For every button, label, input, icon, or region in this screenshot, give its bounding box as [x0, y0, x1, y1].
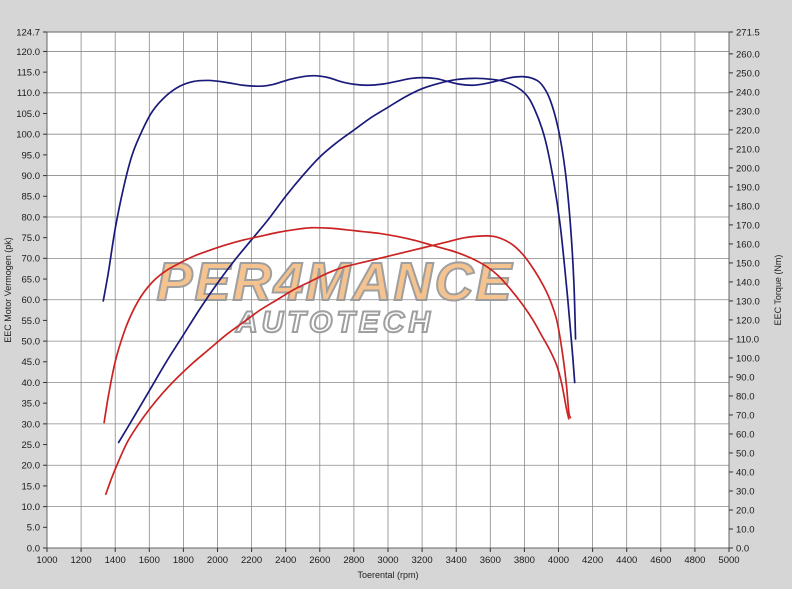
ytick-label-left: 50.0 [22, 337, 41, 348]
ytick-label-left: 40.0 [22, 378, 41, 389]
ytick-label-left: 95.0 [22, 150, 41, 161]
ytick-label-right: 260.0 [736, 49, 760, 60]
xtick-label: 3200 [412, 555, 433, 566]
ytick-label-right: 170.0 [736, 220, 760, 231]
ytick-label-left: 110.0 [17, 88, 40, 99]
ytick-label-left: 35.0 [22, 399, 41, 410]
ytick-label-right: 240.0 [736, 87, 760, 98]
ytick-label-left: 25.0 [22, 440, 41, 451]
ytick-label-left: 20.0 [22, 461, 41, 472]
ytick-label-right: 140.0 [736, 277, 760, 288]
xtick-label: 1400 [105, 555, 126, 566]
ytick-label-right: 40.0 [736, 467, 755, 478]
ytick-label-left: 124.7 [16, 27, 40, 38]
ytick-label-right: 110.0 [736, 334, 759, 345]
ytick-label-left: 115.0 [17, 68, 40, 79]
xtick-label: 3600 [480, 555, 501, 566]
ytick-label-left: 45.0 [22, 357, 41, 368]
ytick-label-right: 271.5 [736, 27, 760, 38]
xtick-label: 4000 [548, 555, 569, 566]
ytick-label-right: 90.0 [736, 372, 755, 383]
xtick-label: 4600 [650, 555, 671, 566]
curve-series-1 [117, 77, 576, 444]
xtick-label: 5000 [718, 555, 739, 566]
ytick-label-left: 70.0 [22, 254, 41, 265]
ytick-label-right: 160.0 [736, 239, 760, 250]
xtick-label: 1200 [71, 555, 92, 566]
xtick-label: 4400 [616, 555, 637, 566]
ytick-label-right: 120.0 [736, 315, 760, 326]
xtick-label: 1800 [173, 555, 194, 566]
ytick-label-right: 130.0 [736, 296, 760, 307]
ytick-label-right: 190.0 [736, 182, 760, 193]
ytick-label-left: 10.0 [22, 502, 41, 513]
xtick-label: 2000 [207, 555, 228, 566]
ytick-label-right: 220.0 [736, 125, 760, 136]
xtick-label: 2600 [309, 555, 330, 566]
ytick-label-left: 60.0 [22, 295, 41, 306]
ytick-label-right: 50.0 [736, 448, 755, 459]
x-axis-title: Toerental (rpm) [357, 570, 418, 580]
ytick-label-right: 230.0 [736, 106, 760, 117]
watermark-line1: PER4MANCE [156, 252, 513, 312]
ytick-label-left: 55.0 [22, 316, 41, 327]
curve-series-2 [103, 226, 570, 424]
ytick-label-right: 60.0 [736, 429, 755, 440]
watermark-line2: AUTOTECH [235, 306, 434, 339]
y-axis-title-right: EEC Torque (Nm) [773, 255, 783, 326]
xtick-label: 3800 [514, 555, 535, 566]
ytick-label-right: 20.0 [736, 505, 755, 516]
ytick-label-right: 180.0 [736, 201, 760, 212]
ytick-label-left: 0.0 [27, 543, 40, 554]
xtick-label: 1000 [36, 555, 57, 566]
xtick-label: 2200 [241, 555, 262, 566]
ytick-label-right: 200.0 [736, 163, 760, 174]
ytick-label-right: 0.0 [736, 543, 749, 554]
ytick-label-left: 90.0 [22, 171, 41, 182]
ytick-label-left: 105.0 [16, 109, 40, 120]
ytick-label-right: 100.0 [736, 353, 760, 364]
ytick-label-right: 10.0 [736, 524, 755, 535]
xtick-label: 2800 [343, 555, 364, 566]
ytick-label-right: 210.0 [736, 144, 760, 155]
xtick-label: 4800 [684, 555, 705, 566]
xtick-label: 1600 [139, 555, 160, 566]
xtick-label: 3400 [446, 555, 467, 566]
ytick-label-left: 85.0 [22, 192, 41, 203]
ytick-label-right: 70.0 [736, 410, 755, 421]
ytick-label-right: 30.0 [736, 486, 755, 497]
xtick-label: 3000 [377, 555, 398, 566]
ytick-label-left: 30.0 [22, 419, 41, 430]
ytick-label-left: 120.0 [16, 47, 40, 58]
y-axis-title-left: EEC Motor Vermogen (pk) [3, 237, 13, 343]
curve-series-3 [104, 235, 572, 496]
xtick-label: 2400 [275, 555, 296, 566]
ytick-label-left: 80.0 [22, 212, 41, 223]
ytick-label-left: 5.0 [27, 523, 40, 534]
curve-series-0 [102, 74, 577, 340]
ytick-label-left: 15.0 [22, 481, 41, 492]
ytick-label-right: 250.0 [736, 68, 760, 79]
ytick-label-right: 150.0 [736, 258, 760, 269]
ytick-label-right: 80.0 [736, 391, 755, 402]
ytick-label-left: 65.0 [22, 274, 41, 285]
xtick-label: 4200 [582, 555, 603, 566]
ytick-label-left: 75.0 [22, 233, 41, 244]
ytick-label-left: 100.0 [16, 130, 40, 141]
